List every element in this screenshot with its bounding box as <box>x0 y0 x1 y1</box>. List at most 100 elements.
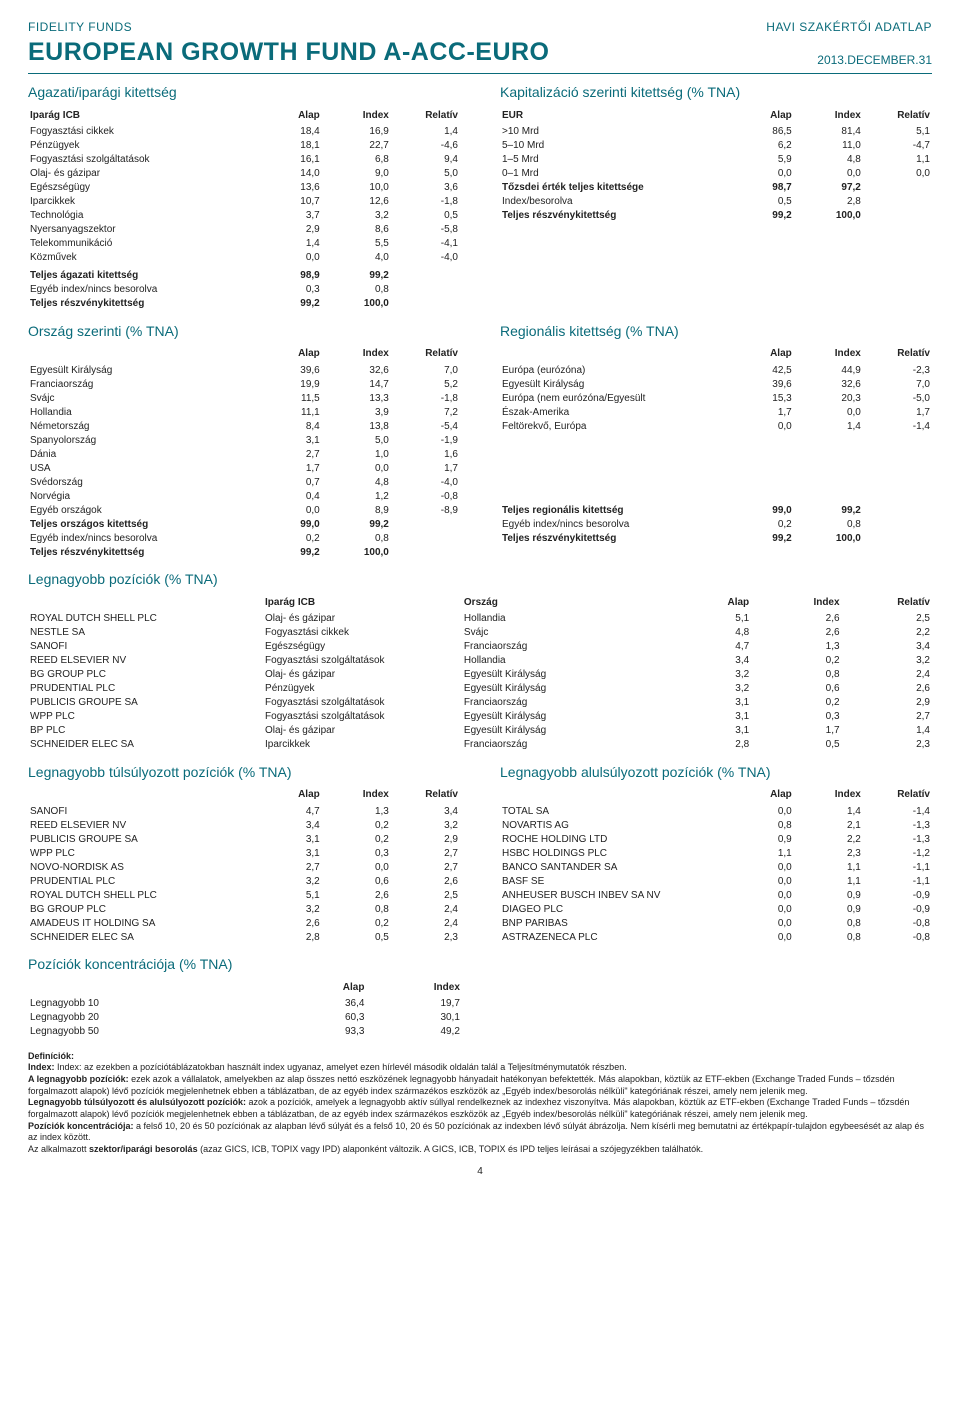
pos-hdr-1: Iparág ICB <box>263 595 462 612</box>
cell: 0,0 <box>725 888 794 902</box>
cap-equity-label: Teljes részvénykitettség <box>500 209 725 223</box>
cell: -4,1 <box>391 237 460 251</box>
cell: 0,3 <box>751 710 841 724</box>
sector-table: Iparág ICBAlapIndexRelatív Fogyasztási c… <box>28 108 460 311</box>
cell <box>391 297 460 311</box>
cell: 97,2 <box>794 181 863 195</box>
cell: 1,4 <box>794 804 863 818</box>
cell: Fogyasztási szolgáltatások <box>263 696 462 710</box>
cell: 8,6 <box>322 223 391 237</box>
defs-title: Definíciók: <box>28 1051 74 1061</box>
region-table: AlapIndexRelatív Európa (eurózóna)42,544… <box>500 347 932 546</box>
overweight-table: AlapIndexRelatív SANOFI4,71,33,4REED ELS… <box>28 788 460 945</box>
country-hdr-0 <box>28 347 253 364</box>
cell: 100,0 <box>322 545 391 559</box>
cell: 2,8 <box>794 195 863 209</box>
cell: 5–10 Mrd <box>500 139 725 153</box>
cell: 1,2 <box>322 489 391 503</box>
cell: Fogyasztási szolgáltatások <box>28 153 253 167</box>
cell: 3,2 <box>253 874 322 888</box>
cell: Franciaország <box>462 738 661 752</box>
cell: 18,1 <box>253 139 322 153</box>
cell: NOVARTIS AG <box>500 818 725 832</box>
cell <box>863 503 932 517</box>
cell: 0–1 Mrd <box>500 167 725 181</box>
cell: -1,8 <box>391 195 460 209</box>
cell: 2,8 <box>661 738 751 752</box>
cell: ASTRAZENECA PLC <box>500 930 725 944</box>
cell: 0,0 <box>863 167 932 181</box>
country-total-label: Teljes országos kitettség <box>28 517 253 531</box>
cell: -4,6 <box>391 139 460 153</box>
cell: 0,5 <box>725 195 794 209</box>
cell: 0,3 <box>322 846 391 860</box>
cell: Franciaország <box>462 640 661 654</box>
cell: 14,0 <box>253 167 322 181</box>
cap-hdr-3: Relatív <box>863 108 932 125</box>
cell: 2,6 <box>842 682 932 696</box>
conc-hdr-0 <box>28 980 271 997</box>
positions-title: Legnagyobb pozíciók (% TNA) <box>28 571 932 587</box>
pos-hdr-2: Ország <box>462 595 661 612</box>
cell: AMADEUS IT HOLDING SA <box>28 916 253 930</box>
cell: 1,7 <box>751 724 841 738</box>
cell: -1,8 <box>391 391 460 405</box>
cell: Feltörekvő, Európa <box>500 419 725 433</box>
cell: 3,7 <box>253 209 322 223</box>
country-title: Ország szerinti (% TNA) <box>28 323 460 339</box>
cell: 5,0 <box>322 433 391 447</box>
cell: Technológia <box>28 209 253 223</box>
cell: -4,7 <box>863 139 932 153</box>
cell: Pénzügyek <box>263 682 462 696</box>
cell: 1–5 Mrd <box>500 153 725 167</box>
cell: 99,2 <box>322 269 391 283</box>
cell: -5,4 <box>391 419 460 433</box>
cell: 2,7 <box>391 846 460 860</box>
cell: Legnagyobb 10 <box>28 997 271 1011</box>
cell <box>863 181 932 195</box>
cell: 32,6 <box>322 363 391 377</box>
cell: 2,3 <box>391 930 460 944</box>
cell: Pénzügyek <box>28 139 253 153</box>
cell: Nyersanyagszektor <box>28 223 253 237</box>
cell: 3,1 <box>661 724 751 738</box>
cell: 44,9 <box>794 363 863 377</box>
cell: -0,8 <box>863 930 932 944</box>
cell: 0,9 <box>794 888 863 902</box>
cell: 0,8 <box>322 283 391 297</box>
cell: 13,6 <box>253 181 322 195</box>
cell: Fogyasztási szolgáltatások <box>263 710 462 724</box>
cell: Észak-Amerika <box>500 405 725 419</box>
region-hdr-3: Relatív <box>863 347 932 364</box>
cell: -2,3 <box>863 363 932 377</box>
cell: PUBLICIS GROUPE SA <box>28 696 263 710</box>
cell <box>863 517 932 531</box>
cell: Egészségügy <box>28 181 253 195</box>
sector-hdr-0: Iparág ICB <box>28 108 253 125</box>
cell: 8,9 <box>322 503 391 517</box>
sector-equity-label: Teljes részvénykitettség <box>28 297 253 311</box>
cell: Olaj- és gázipar <box>28 167 253 181</box>
cell: Egyesült Királyság <box>28 363 253 377</box>
cell: 5,1 <box>253 888 322 902</box>
cell: Telekommunikáció <box>28 237 253 251</box>
cell: Dánia <box>28 447 253 461</box>
cell: -4,0 <box>391 251 460 265</box>
cell: 1,1 <box>725 846 794 860</box>
cell: 99,2 <box>725 531 794 545</box>
uw-hdr-2: Index <box>794 788 863 805</box>
uw-hdr-3: Relatív <box>863 788 932 805</box>
cell: 0,6 <box>751 682 841 696</box>
cell: 98,9 <box>253 269 322 283</box>
cell: 0,9 <box>725 832 794 846</box>
cell: 2,6 <box>751 612 841 626</box>
cell: 1,3 <box>751 640 841 654</box>
cell: SCHNEIDER ELEC SA <box>28 930 253 944</box>
cell: 0,8 <box>794 517 863 531</box>
cell: -1,9 <box>391 433 460 447</box>
defs-d2a: A legnagyobb pozíciók: <box>28 1074 129 1084</box>
cell: 2,7 <box>391 860 460 874</box>
country-equity-label: Teljes részvénykitettség <box>28 545 253 559</box>
cell: 0,0 <box>725 804 794 818</box>
cell: Egyéb országok <box>28 503 253 517</box>
